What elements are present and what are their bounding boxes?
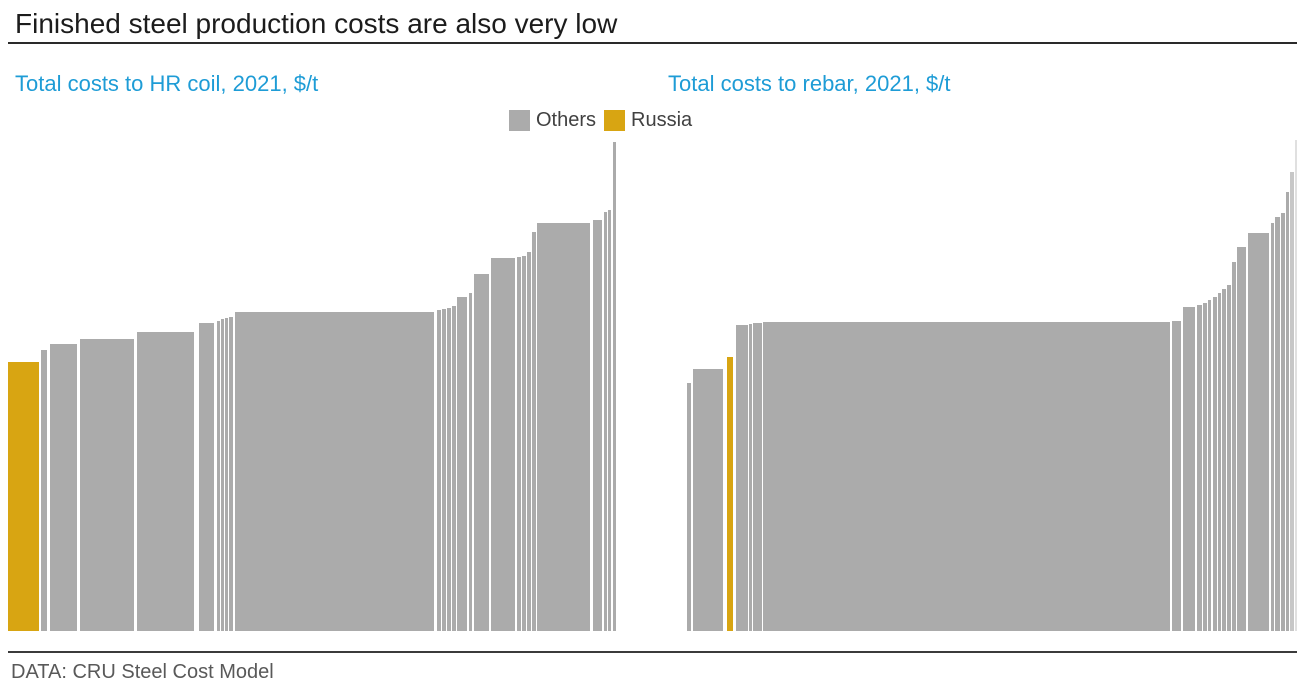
cost-bar [593,220,602,631]
cost-bar [50,344,77,631]
cost-bar [1248,233,1269,631]
rebar-chart-title: Total costs to rebar, 2021, $/t [668,71,951,96]
cost-bar [199,323,214,631]
cost-bar [41,350,47,631]
cost-bar [749,324,752,631]
legend-item-russia: Russia [604,109,692,132]
legend-label-others: Others [536,108,597,131]
data-source-note: DATA: CRU Steel Cost Model [11,661,274,683]
cost-bar-russia [8,362,39,631]
cost-bar [522,256,526,631]
rebar-cost-curve-chart [687,135,1298,631]
hr-coil-cost-curve-chart [8,135,618,631]
cost-bar [1290,172,1294,631]
cost-bar [613,142,616,631]
cost-bar [80,339,134,631]
cost-bar [217,321,220,631]
cost-bar [1281,213,1285,631]
cost-bar [527,252,531,631]
cost-bar [221,319,224,631]
cost-bar [736,325,748,631]
cost-bar [608,210,611,631]
cost-bar [1208,300,1211,631]
cost-bar [474,274,489,631]
cost-bar [225,318,228,631]
cost-bar [229,317,233,631]
cost-bar-russia [727,357,733,631]
cost-bar [235,312,434,631]
cost-bar [1295,140,1297,631]
cost-bar [447,308,451,631]
others-swatch-icon [509,109,530,131]
cost-bar [753,323,762,631]
cost-bar [457,297,467,631]
cost-bar [1197,305,1202,631]
russia-swatch-icon [604,109,626,131]
cost-bar [1275,217,1280,631]
cost-bar [1218,293,1221,631]
cost-bar [1286,192,1289,631]
cost-bar [442,309,446,631]
title-underline [8,42,1297,44]
cost-bar [469,293,472,631]
legend-label-russia: Russia [631,108,693,131]
footer-divider [8,651,1297,653]
cost-bar [1222,289,1226,631]
cost-bar [1172,321,1181,631]
cost-bar [1213,297,1217,631]
cost-bar [1232,262,1236,631]
cost-bar [604,212,607,631]
cost-bar [687,383,691,631]
cost-bar [1183,307,1195,631]
cost-bar [137,332,194,631]
cost-bar [537,223,590,631]
cost-bar [1203,303,1207,631]
cost-bar [437,310,441,631]
cost-bar [517,257,521,631]
cost-bar [1227,285,1231,631]
cost-bar [452,306,456,631]
cost-bar [1271,223,1274,631]
cost-bar [763,322,1170,631]
cost-bar [693,369,723,631]
cost-bar [491,258,515,631]
legend-item-others: Others [509,109,596,132]
cost-bar [1237,247,1246,631]
page-title: Finished steel production costs are also… [15,8,618,39]
cost-bar [532,232,536,631]
legend: Others Russia [509,108,692,132]
hr-coil-chart-title: Total costs to HR coil, 2021, $/t [15,71,319,96]
